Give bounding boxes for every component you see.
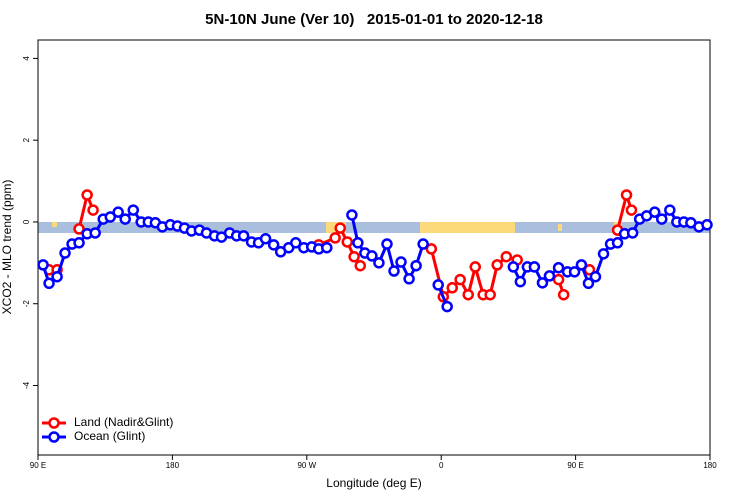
data-point (104, 211, 117, 223)
data-point (348, 250, 360, 263)
data-point (441, 300, 453, 313)
data-point (656, 213, 668, 225)
data-point (454, 273, 466, 286)
data-point (543, 270, 556, 282)
data-point (381, 238, 393, 250)
x-axis-label: Longitude (deg E) (326, 476, 421, 490)
data-point (87, 204, 99, 216)
y-tick-label: 0 (22, 219, 31, 224)
legend-label: Land (Nadir&Glint) (74, 415, 173, 429)
data-point (334, 222, 347, 234)
data-point (552, 273, 565, 286)
data-point (388, 265, 400, 277)
data-point (568, 266, 581, 278)
data-point (583, 264, 596, 276)
x-tick-label: 90 E (567, 461, 583, 470)
y-axis-label: XCO2 - MLO trend (ppm) (0, 180, 14, 315)
data-point (321, 241, 333, 254)
data-point (582, 277, 595, 290)
data-point (73, 237, 85, 249)
y-tick-label: -4 (22, 381, 31, 389)
data-point (491, 259, 503, 271)
data-point (507, 261, 520, 273)
data-point (267, 239, 280, 251)
data-point (648, 206, 661, 218)
data-point (341, 236, 354, 248)
data-point (597, 248, 610, 260)
data-point (514, 275, 527, 288)
data-point (366, 250, 378, 262)
data-point (469, 261, 481, 273)
data-point (620, 189, 633, 201)
data-point (425, 243, 438, 255)
plot-frame (37, 39, 711, 456)
data-point (701, 219, 713, 231)
legend-marker (48, 431, 60, 443)
data-point (528, 261, 541, 273)
data-point (462, 288, 474, 301)
x-tick-label: 180 (166, 461, 180, 470)
data-point (237, 230, 250, 242)
y-tick-label: 4 (22, 56, 31, 61)
data-point (37, 259, 49, 271)
y-tick-label: 2 (22, 137, 31, 142)
data-point (289, 237, 302, 249)
data-point (403, 273, 415, 285)
data-point (81, 189, 93, 201)
data-point (373, 257, 385, 269)
data-point (432, 279, 444, 291)
x-tick-label: 180 (703, 461, 717, 470)
legend-label: Ocean (Glint) (74, 429, 145, 443)
data-point (625, 204, 638, 216)
x-tick-label: 0 (439, 461, 444, 470)
data-point (557, 288, 570, 301)
legend-marker (48, 417, 60, 429)
x-tick-label: 90 W (297, 461, 316, 470)
data-point (59, 247, 71, 259)
data-point (395, 256, 407, 268)
data-point (417, 238, 429, 250)
chart-title: 5N-10N June (Ver 10) 2015-01-01 to 2020-… (205, 11, 543, 28)
data-point (536, 277, 549, 289)
data-point (112, 206, 124, 218)
x-tick-label: 90 E (30, 461, 46, 470)
data-point (410, 259, 422, 272)
data-point (346, 209, 358, 221)
data-point (127, 204, 140, 216)
data-point (664, 204, 676, 216)
data-point (500, 250, 513, 263)
data-point (89, 227, 101, 239)
y-tick-label: -2 (22, 300, 31, 308)
data-point (611, 237, 624, 249)
data-point (575, 259, 588, 271)
data-point (354, 259, 367, 272)
data-point (352, 237, 364, 249)
data-point (51, 270, 63, 283)
data-point (73, 223, 85, 235)
data-point (626, 227, 639, 239)
data-point (589, 270, 602, 283)
data-point (329, 232, 341, 244)
data-point (43, 277, 55, 290)
data-point (484, 288, 496, 301)
data-point (552, 261, 565, 274)
data-point (446, 282, 459, 294)
data-point (119, 213, 131, 225)
data-point (259, 232, 272, 245)
